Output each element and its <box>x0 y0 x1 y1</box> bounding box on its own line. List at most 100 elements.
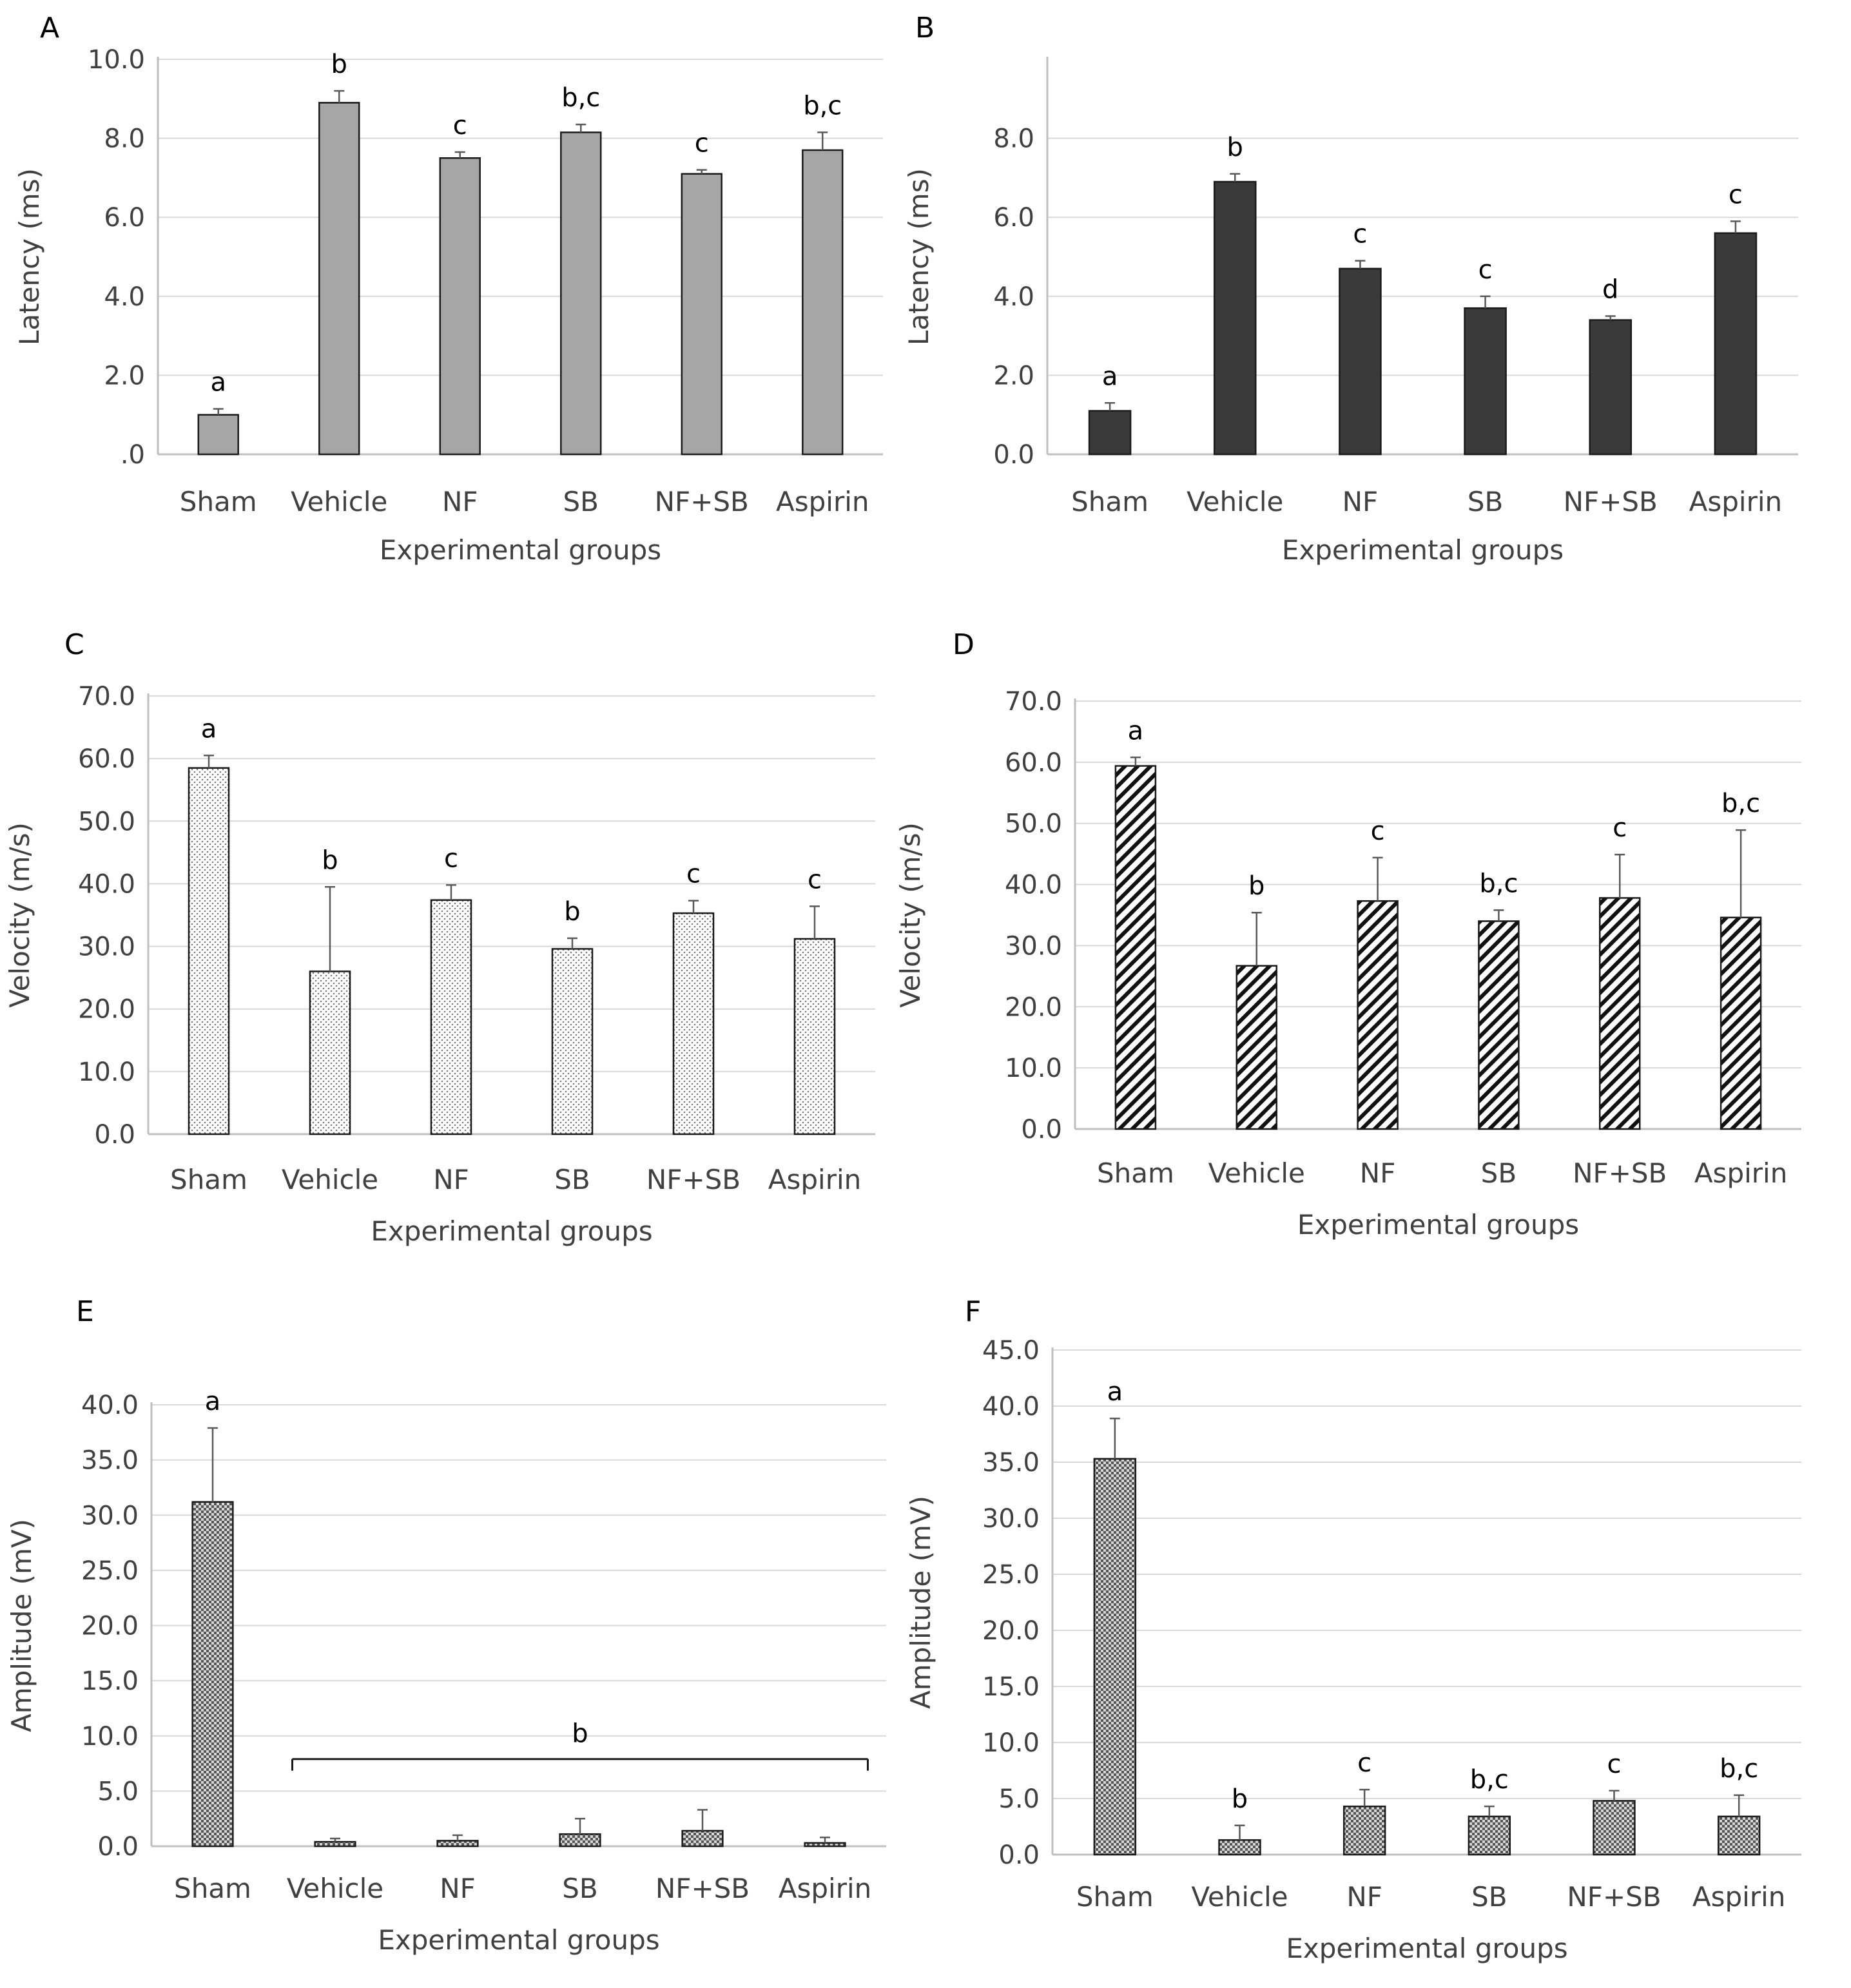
significance-label: c <box>453 111 467 140</box>
y-tick-label: 5.0 <box>97 1777 139 1806</box>
y-axis-title: Amplitude (mV) <box>905 1496 936 1709</box>
x-category-label: Sham <box>1097 1157 1174 1189</box>
bar-aspirin <box>1717 1815 1761 1856</box>
x-category-label: Sham <box>1071 486 1148 517</box>
y-tick-label: 0.0 <box>998 1840 1040 1870</box>
x-category-label: Vehicle <box>282 1164 378 1195</box>
bar-sham <box>1088 410 1132 456</box>
y-tick-label: 8.0 <box>104 124 145 154</box>
y-tick-label: 20.0 <box>982 1616 1040 1646</box>
bar-nf-sb <box>1599 897 1641 1130</box>
x-category-label: Vehicle <box>291 486 387 517</box>
x-category-label: NF+SB <box>1573 1157 1667 1189</box>
y-tick-label: 70.0 <box>1005 687 1062 717</box>
bar-sham <box>197 414 239 456</box>
x-category-label: Aspirin <box>1689 486 1783 517</box>
x-category-label: NF <box>442 486 478 517</box>
x-category-label: NF+SB <box>655 1873 750 1904</box>
x-category-label: SB <box>1468 486 1503 517</box>
bar-nf-sb <box>681 173 722 456</box>
y-tick-label: 30.0 <box>81 1501 139 1530</box>
x-axis-title: Experimental groups <box>380 534 661 566</box>
bar-aspirin <box>1720 916 1762 1130</box>
y-tick-label: 25.0 <box>982 1560 1040 1590</box>
x-category-label: Aspirin <box>779 1873 872 1904</box>
y-tick-label: 15.0 <box>81 1666 139 1696</box>
chart-panel-b: B 0.0 2.0 4.0 6.0 8.0 a Sham b Vehicle c NF c SB d NF+S… <box>903 12 1798 566</box>
x-category-label: NF+SB <box>655 486 749 517</box>
bar-nf-sb <box>1593 1800 1636 1856</box>
chart-panel-c: C 0.0 10.0 20.0 30.0 40.0 50.0 60.0 70.0 a Sham b Ve… <box>4 628 875 1247</box>
significance-label: b,c <box>561 83 600 113</box>
y-tick-label: 2.0 <box>993 361 1034 391</box>
bar-sham <box>191 1501 234 1848</box>
significance-label: b,c <box>1720 1754 1758 1784</box>
y-tick-label: 40.0 <box>78 869 135 899</box>
x-category-label: Vehicle <box>1208 1157 1305 1189</box>
y-tick-label: 50.0 <box>78 807 135 836</box>
significance-label: a <box>1128 716 1144 746</box>
significance-label: a <box>1107 1377 1123 1407</box>
bar-vehicle <box>314 1840 356 1848</box>
bar-vehicle <box>1236 965 1277 1130</box>
bar-nf <box>436 1840 479 1848</box>
x-category-label: SB <box>554 1164 590 1195</box>
x-axis-title: Experimental groups <box>378 1924 659 1956</box>
panel-letter: C <box>64 628 84 661</box>
y-tick-label: 35.0 <box>982 1448 1040 1478</box>
y-tick-label: 40.0 <box>1005 871 1062 900</box>
panel-letter: F <box>965 1295 981 1328</box>
significance-label: b <box>564 897 580 927</box>
significance-label: b,c <box>1470 1765 1509 1795</box>
significance-label: b <box>1232 1784 1248 1814</box>
y-tick-label: 0.0 <box>97 1832 139 1862</box>
bar-nf <box>1339 267 1382 456</box>
x-category-label: Vehicle <box>287 1873 383 1904</box>
y-tick-label: 8.0 <box>993 124 1034 154</box>
significance-label: d <box>1602 275 1618 304</box>
bar-aspirin <box>793 938 836 1135</box>
significance-label: b,c <box>1479 869 1518 898</box>
y-tick-label: 4.0 <box>104 282 145 312</box>
y-tick-label: 70.0 <box>78 682 135 711</box>
y-axis-title: Amplitude (mV) <box>6 1519 37 1732</box>
y-tick-label: 25.0 <box>81 1556 139 1586</box>
y-tick-label: 6.0 <box>104 203 145 233</box>
x-category-label: Aspirin <box>768 1164 862 1195</box>
x-category-label: NF <box>1342 486 1379 517</box>
x-category-label: NF <box>440 1873 476 1904</box>
y-tick-label: 20.0 <box>1005 992 1062 1022</box>
x-category-label: Sham <box>170 1164 247 1195</box>
y-tick-label: 20.0 <box>78 995 135 1025</box>
y-tick-label: 40.0 <box>81 1391 139 1420</box>
significance-label: a <box>201 714 217 744</box>
panel-letter: E <box>76 1295 94 1328</box>
bar-sham <box>1093 1458 1137 1856</box>
y-tick-label: 2.0 <box>104 361 145 391</box>
y-tick-label: 30.0 <box>1005 931 1062 961</box>
panel-letter: D <box>953 628 974 661</box>
y-tick-label: 0.0 <box>993 440 1034 470</box>
bar-sb <box>1464 307 1507 456</box>
significance-label: b,c <box>803 91 842 121</box>
bar-sb <box>551 948 594 1135</box>
chart-panel-a: A .0 2.0 4.0 6.0 8.0 10.0 a Sham b Vehicle c NF b,c SB… <box>14 12 883 566</box>
y-tick-label: .0 <box>121 440 145 470</box>
bar-vehicle <box>1218 1839 1261 1856</box>
bar-sham <box>1114 765 1157 1130</box>
bar-nf <box>1342 1805 1386 1856</box>
significance-label: c <box>808 865 822 894</box>
x-category-label: Sham <box>180 486 257 517</box>
significance-label: c <box>444 844 458 873</box>
significance-label: a <box>205 1387 221 1416</box>
panel-letter: A <box>40 12 59 44</box>
x-category-label: Sham <box>1076 1881 1154 1913</box>
y-tick-label: 40.0 <box>982 1392 1040 1422</box>
significance-label: c <box>1371 816 1385 846</box>
significance-label: c <box>695 129 709 159</box>
x-axis-title: Experimental groups <box>1286 1933 1567 1964</box>
y-tick-label: 10.0 <box>1005 1054 1062 1083</box>
bar-aspirin <box>802 149 844 456</box>
y-tick-label: 10.0 <box>78 1057 135 1087</box>
y-tick-label: 45.0 <box>982 1336 1040 1366</box>
